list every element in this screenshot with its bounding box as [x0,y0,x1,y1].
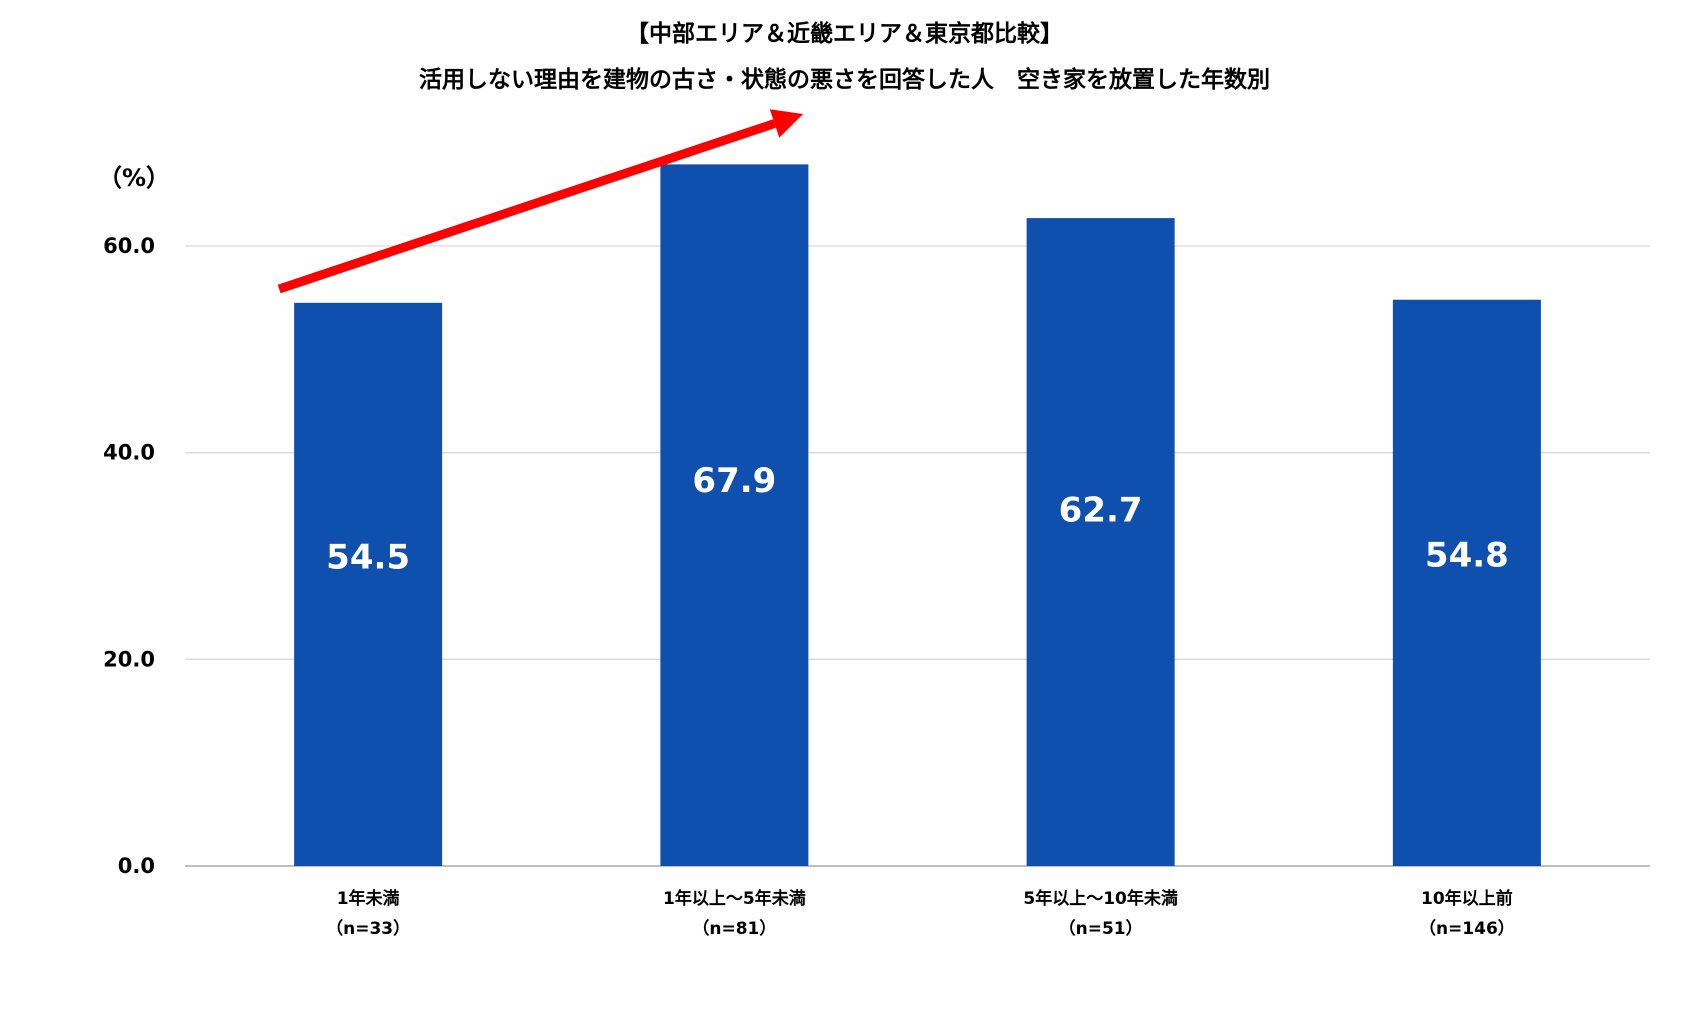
trend-arrow [277,109,803,294]
bar-value-labels: 54.5 67.9 62.7 54.8 [326,461,1509,577]
y-axis-unit-label: （%） [98,164,171,192]
bar [1392,299,1541,866]
y-tick-label: 40.0 [103,441,155,465]
bar [294,302,443,866]
y-axis-ticks: 0.0 20.0 40.0 60.0 [103,234,155,878]
chart-title: 【中部エリア＆近畿エリア＆東京都比較】 [626,21,1063,47]
x-category-label: 1年未満 [337,888,400,909]
y-tick-label: 60.0 [103,234,155,258]
chart-subtitle: 活用しない理由を建物の古さ・状態の悪さを回答した人 空き家を放置した年数別 [419,67,1270,93]
arrow-head [769,109,803,138]
arrow-shaft [277,119,776,294]
bar-value-label: 62.7 [1059,491,1143,531]
x-sample-size-label: （n=146） [1419,918,1515,939]
bar-value-label: 54.5 [326,537,410,577]
x-sample-size-label: （n=33） [326,918,410,939]
bars [294,164,1541,867]
x-axis-labels: 1年未満 （n=33） 1年以上～5年未満 （n=81） 5年以上～10年未満 （n=51… [326,888,1515,939]
y-tick-label: 20.0 [103,647,155,671]
bar [1026,218,1175,867]
x-sample-size-label: （n=81） [692,918,776,939]
x-category-label: 5年以上～10年未満 [1023,888,1178,909]
x-category-label: 10年以上前 [1421,888,1513,909]
x-sample-size-label: （n=51） [1059,918,1143,939]
bar-value-label: 67.9 [692,461,776,501]
x-category-label: 1年以上～5年未満 [663,888,806,909]
bar-value-label: 54.8 [1425,536,1509,576]
y-tick-label: 0.0 [118,854,155,878]
bar [660,164,809,866]
